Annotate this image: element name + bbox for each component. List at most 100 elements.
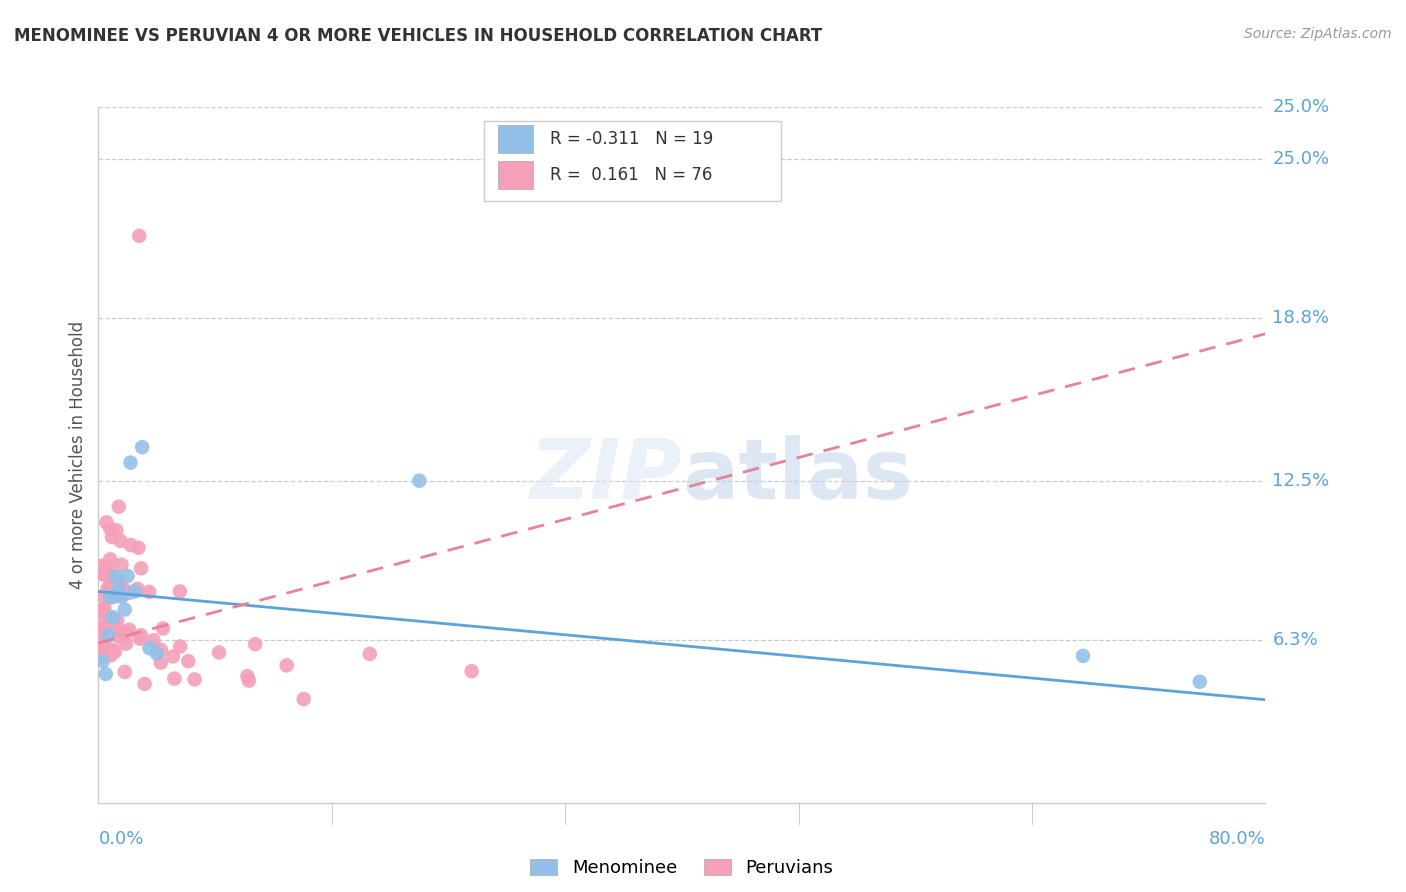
Point [114, 602, 136, 616]
Point [91, 566, 114, 581]
Point [129, 561, 152, 575]
Point [93, 623, 115, 637]
Point [98, 552, 121, 566]
Point [90, 647, 112, 661]
Point [103, 590, 125, 604]
Point [98, 591, 121, 605]
Point [98, 522, 121, 536]
Point [120, 456, 142, 470]
Point [93, 636, 115, 650]
Point [1071, 648, 1094, 663]
Point [110, 533, 132, 548]
Point [93, 620, 115, 634]
Y-axis label: 4 or more Vehicles in Household: 4 or more Vehicles in Household [69, 321, 87, 589]
Point [98, 579, 121, 593]
Text: ZIP: ZIP [529, 435, 682, 516]
Point [90, 649, 112, 664]
Point [104, 644, 127, 658]
Point [120, 538, 142, 552]
Point [94, 667, 117, 681]
Point [91, 612, 114, 626]
Point [105, 614, 128, 628]
Text: Source: ZipAtlas.com: Source: ZipAtlas.com [1244, 27, 1392, 41]
Point [96, 582, 118, 596]
Point [100, 568, 122, 582]
Point [460, 664, 482, 678]
Text: 12.5%: 12.5% [1272, 472, 1330, 490]
Point [169, 640, 191, 654]
Point [162, 649, 184, 664]
Point [408, 474, 430, 488]
Point [1188, 674, 1211, 689]
Point [128, 632, 150, 646]
Point [100, 612, 122, 626]
Point [163, 672, 186, 686]
Point [101, 642, 124, 657]
Point [208, 646, 231, 660]
Point [101, 611, 124, 625]
Text: MENOMINEE VS PERUVIAN 4 OR MORE VEHICLES IN HOUSEHOLD CORRELATION CHART: MENOMINEE VS PERUVIAN 4 OR MORE VEHICLES… [14, 27, 823, 45]
Point [127, 582, 149, 596]
Point [108, 582, 131, 596]
Point [105, 524, 128, 538]
FancyBboxPatch shape [498, 161, 533, 189]
Point [128, 228, 150, 243]
Point [118, 623, 141, 637]
Point [91, 602, 114, 616]
Point [238, 673, 260, 688]
Point [183, 673, 205, 687]
Point [110, 558, 132, 572]
Point [131, 440, 153, 454]
Point [142, 633, 165, 648]
Point [129, 628, 152, 642]
Text: 6.3%: 6.3% [1272, 632, 1319, 649]
FancyBboxPatch shape [484, 121, 782, 201]
Point [97, 628, 120, 642]
Text: R = -0.311   N = 19: R = -0.311 N = 19 [550, 130, 713, 148]
Text: R =  0.161   N = 76: R = 0.161 N = 76 [550, 166, 713, 184]
Point [117, 569, 139, 583]
Point [359, 647, 381, 661]
Point [115, 637, 138, 651]
Point [177, 654, 200, 668]
Point [169, 584, 191, 599]
Point [91, 634, 114, 648]
Text: 18.8%: 18.8% [1272, 310, 1330, 327]
Point [90, 646, 112, 660]
Text: 25.0%: 25.0% [1272, 150, 1330, 168]
Text: 0.0%: 0.0% [98, 830, 143, 847]
Point [104, 569, 127, 583]
Legend: Menominee, Peruvians: Menominee, Peruvians [523, 852, 841, 884]
Point [108, 624, 131, 638]
Point [146, 646, 169, 660]
Point [124, 584, 146, 599]
Point [149, 642, 172, 657]
Point [127, 541, 149, 555]
Point [91, 604, 114, 618]
Point [96, 516, 118, 530]
Point [101, 610, 124, 624]
Text: atlas: atlas [682, 435, 912, 516]
Point [93, 567, 115, 582]
Text: 80.0%: 80.0% [1209, 830, 1265, 847]
Point [100, 648, 122, 662]
Point [134, 677, 156, 691]
Point [111, 590, 134, 604]
Point [97, 560, 120, 574]
Point [105, 621, 128, 635]
Point [108, 581, 131, 595]
Point [138, 585, 160, 599]
Point [94, 648, 117, 662]
Point [93, 601, 115, 615]
Point [101, 530, 124, 544]
FancyBboxPatch shape [498, 125, 533, 153]
Text: 25.0%: 25.0% [1272, 98, 1330, 116]
Point [91, 654, 114, 668]
Point [276, 658, 298, 673]
Point [236, 669, 259, 683]
Point [118, 586, 141, 600]
Point [107, 500, 129, 514]
Point [292, 692, 315, 706]
Point [89, 648, 111, 663]
Point [110, 587, 132, 601]
